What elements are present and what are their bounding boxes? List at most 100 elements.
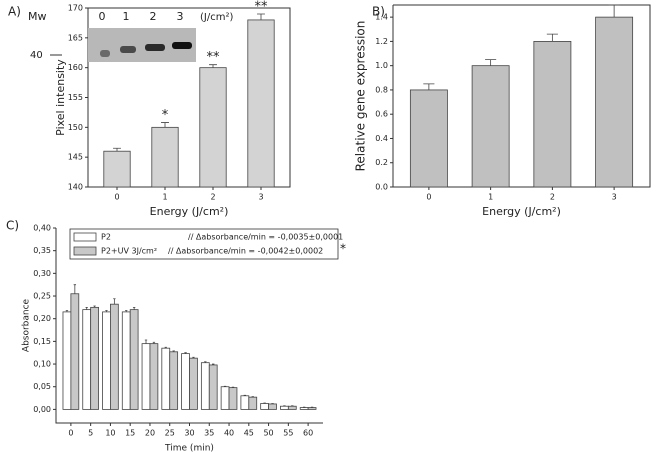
bar [62, 311, 72, 410]
y-tick-label: 165 [68, 33, 83, 42]
x-tick-label: 0 [68, 429, 73, 438]
y-tick-label: 0,35 [33, 246, 51, 255]
x-tick-label: 20 [145, 429, 155, 438]
bar [199, 67, 227, 188]
bar [82, 309, 92, 410]
blot-band [120, 46, 136, 53]
bar [70, 293, 80, 410]
error-bar [85, 306, 88, 310]
bar [189, 357, 198, 410]
inset-unit: (J/cm²) [200, 12, 233, 23]
bar [129, 309, 139, 410]
error-bar [113, 147, 121, 152]
error-bar [105, 310, 108, 312]
error-bar [257, 13, 265, 20]
error-bar [423, 83, 435, 90]
bar [151, 126, 179, 188]
blot-band [100, 50, 110, 57]
significance: * [611, 0, 618, 6]
significance: * [340, 242, 346, 256]
bar [307, 407, 317, 410]
y-tick-label: 0,40 [33, 224, 51, 233]
error-bar [485, 59, 497, 66]
y-axis-title: Relative gene expression [354, 21, 368, 172]
bar [280, 405, 289, 410]
error-bar [132, 306, 136, 310]
error-bar [209, 64, 217, 68]
error-bar [144, 339, 148, 344]
bar [228, 387, 238, 410]
inset-lane: 2 [150, 10, 157, 23]
y-tick-label: 1.4 [375, 13, 388, 22]
x-tick-label: 2 [550, 193, 555, 202]
y-tick-label: 145 [68, 153, 83, 162]
y-tick-label: 155 [68, 93, 83, 102]
x-tick-label: 10 [105, 429, 115, 438]
y-tick-label: 0,20 [33, 314, 51, 323]
bar [240, 395, 250, 410]
x-tick-label: 50 [263, 429, 273, 438]
bar [110, 303, 119, 410]
error-bar [172, 350, 175, 352]
bar [200, 362, 210, 410]
bar [299, 407, 309, 410]
x-tick-label: 1 [488, 193, 493, 202]
bar [169, 351, 179, 410]
legend-label: P2+UV 3J/cm² [101, 247, 157, 256]
panel-label: A) [8, 5, 21, 19]
legend-note: // Δabsorbance/min = -0,0042±0,0002 [168, 247, 323, 256]
panel-label: B) [372, 5, 385, 19]
x-axis-title: Energy (J/cm²) [150, 205, 229, 218]
error-bar [164, 346, 167, 349]
y-tick-label: 1.0 [375, 61, 388, 70]
x-tick-label: 60 [303, 429, 313, 438]
axis-frame [392, 4, 651, 188]
x-tick-label: 0 [426, 193, 431, 202]
bar [181, 353, 190, 410]
legend-label: P2 [101, 233, 111, 242]
y-tick-label: 170 [68, 4, 83, 13]
x-axis-title: Time (min) [164, 444, 214, 452]
y-tick-label: 0,00 [33, 405, 51, 414]
error-bar [125, 310, 128, 312]
bar [248, 396, 258, 410]
bar [471, 65, 510, 188]
bar [90, 306, 99, 410]
legend-swatch [73, 246, 97, 256]
error-bar [65, 310, 69, 312]
y-tick-label: 140 [68, 183, 83, 192]
error-bar [608, 4, 620, 18]
bar [268, 403, 277, 410]
blot-band [172, 42, 192, 49]
error-bar [204, 361, 207, 363]
y-axis-title: Absorbance [22, 298, 32, 352]
y-tick-label: 0,10 [33, 360, 51, 369]
x-tick-label: 55 [283, 429, 293, 438]
y-axis-title: Pixel intensity [54, 59, 67, 136]
bar [103, 150, 131, 188]
y-tick-label: 0.4 [375, 134, 388, 143]
inset-lane: 3 [177, 10, 184, 23]
y-tick-label: 160 [68, 63, 83, 72]
error-bar [546, 33, 558, 42]
bar [208, 364, 218, 410]
error-bar [212, 363, 215, 365]
y-tick-label: 0,25 [33, 292, 51, 301]
y-tick-label: 0,15 [33, 337, 51, 346]
bar [121, 311, 131, 410]
error-bar [192, 356, 195, 359]
y-tick-label: 0.2 [375, 158, 388, 167]
x-tick-label: 25 [165, 429, 175, 438]
bar [102, 311, 111, 410]
y-tick-label: 0.0 [375, 183, 388, 192]
y-tick-label: 0,05 [33, 382, 51, 391]
error-bar [93, 305, 96, 308]
bar [533, 41, 572, 188]
significance: * [162, 108, 169, 123]
inset-lane: 0 [99, 10, 106, 23]
legend-box [69, 228, 339, 260]
bar [149, 343, 159, 410]
inset-marker: 40 [30, 50, 43, 61]
bar [409, 89, 448, 188]
